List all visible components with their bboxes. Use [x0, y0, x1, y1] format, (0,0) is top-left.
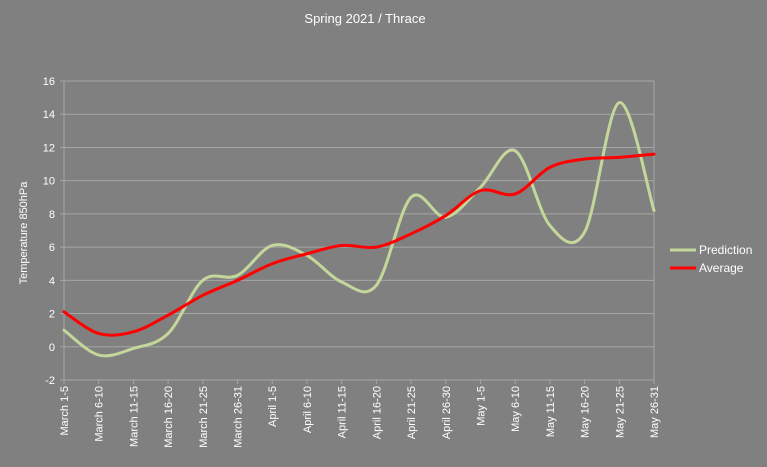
data-point-prediction — [236, 274, 239, 277]
x-tick-label: March 6-10 — [94, 386, 106, 442]
legend: Prediction Average — [670, 243, 752, 275]
data-point-prediction — [375, 284, 378, 287]
data-point-average — [618, 156, 621, 159]
x-tick-label: May 21-25 — [614, 386, 626, 438]
data-point-average — [305, 252, 308, 255]
y-tick-label: 2 — [49, 309, 55, 321]
data-point-prediction — [271, 244, 274, 247]
data-point-prediction — [132, 347, 135, 350]
data-point-average — [97, 332, 100, 335]
y-axis-title: Temperature 850hPa — [18, 181, 30, 285]
series-line-average — [62, 152, 656, 337]
x-tick-label: March 1-5 — [59, 386, 71, 436]
data-point-average — [201, 294, 204, 297]
data-point-prediction — [653, 209, 656, 212]
data-point-prediction — [618, 101, 621, 104]
x-tick-label: May 16-20 — [580, 386, 592, 438]
data-point-average — [167, 314, 170, 317]
y-tick-label: 14 — [43, 109, 55, 121]
data-point-prediction — [340, 280, 343, 283]
x-tick-label: April 21-25 — [406, 386, 418, 439]
y-tick-label: 6 — [49, 242, 55, 254]
y-tick-label: -2 — [45, 375, 55, 387]
data-point-prediction — [583, 231, 586, 234]
data-point-prediction — [514, 149, 517, 152]
data-point-average — [514, 192, 517, 195]
y-tick-label: 0 — [49, 342, 55, 354]
x-tick-label: April 6-10 — [302, 386, 314, 433]
data-point-prediction — [410, 196, 413, 199]
x-tick-label: May 1-5 — [475, 386, 487, 426]
data-point-average — [340, 244, 343, 247]
x-tick-label: April 16-20 — [371, 386, 383, 439]
data-point-average — [236, 279, 239, 282]
x-tick-label: April 11-15 — [337, 386, 349, 438]
data-point-average — [132, 330, 135, 333]
data-point-prediction — [479, 186, 482, 189]
x-tick-label: March 26-31 — [233, 386, 245, 448]
axes: -2 0 2 4 6 8 10 12 14 16 March 1-5 March 6-10 March … — [43, 76, 661, 448]
x-tick-label: April 1-5 — [267, 386, 279, 427]
data-point-average — [653, 153, 656, 156]
series-lines — [62, 101, 656, 358]
y-tick-label: 8 — [49, 209, 55, 221]
data-point-average — [548, 166, 551, 169]
series-line-prediction — [62, 101, 656, 358]
data-point-average — [444, 214, 447, 217]
data-point-prediction — [97, 354, 100, 357]
data-point-average — [583, 158, 586, 161]
data-point-average — [63, 310, 66, 313]
x-tick-label: April 26-30 — [441, 386, 453, 439]
data-point-average — [271, 262, 274, 265]
data-point-prediction — [201, 279, 204, 282]
x-tick-label: March 16-20 — [163, 386, 175, 448]
data-point-prediction — [63, 329, 66, 332]
data-point-average — [479, 189, 482, 192]
y-tick-label: 12 — [43, 142, 55, 154]
legend-label-average: Average — [699, 261, 744, 275]
y-tick-label: 10 — [43, 176, 55, 188]
data-point-average — [410, 232, 413, 235]
y-tick-label: 4 — [49, 275, 55, 287]
chart-title: Spring 2021 / Thrace — [304, 11, 425, 26]
data-point-average — [375, 246, 378, 249]
data-point-prediction — [167, 332, 170, 335]
x-tick-label: March 11-15 — [128, 386, 140, 447]
legend-label-prediction: Prediction — [699, 243, 752, 257]
x-tick-label: May 11-15 — [545, 386, 557, 437]
x-tick-label: May 6-10 — [510, 386, 522, 432]
data-point-prediction — [548, 224, 551, 227]
y-tick-label: 16 — [43, 76, 55, 88]
x-tick-label: May 26-31 — [649, 386, 661, 438]
x-tick-label: March 21-25 — [198, 386, 210, 448]
gridlines — [64, 80, 655, 381]
